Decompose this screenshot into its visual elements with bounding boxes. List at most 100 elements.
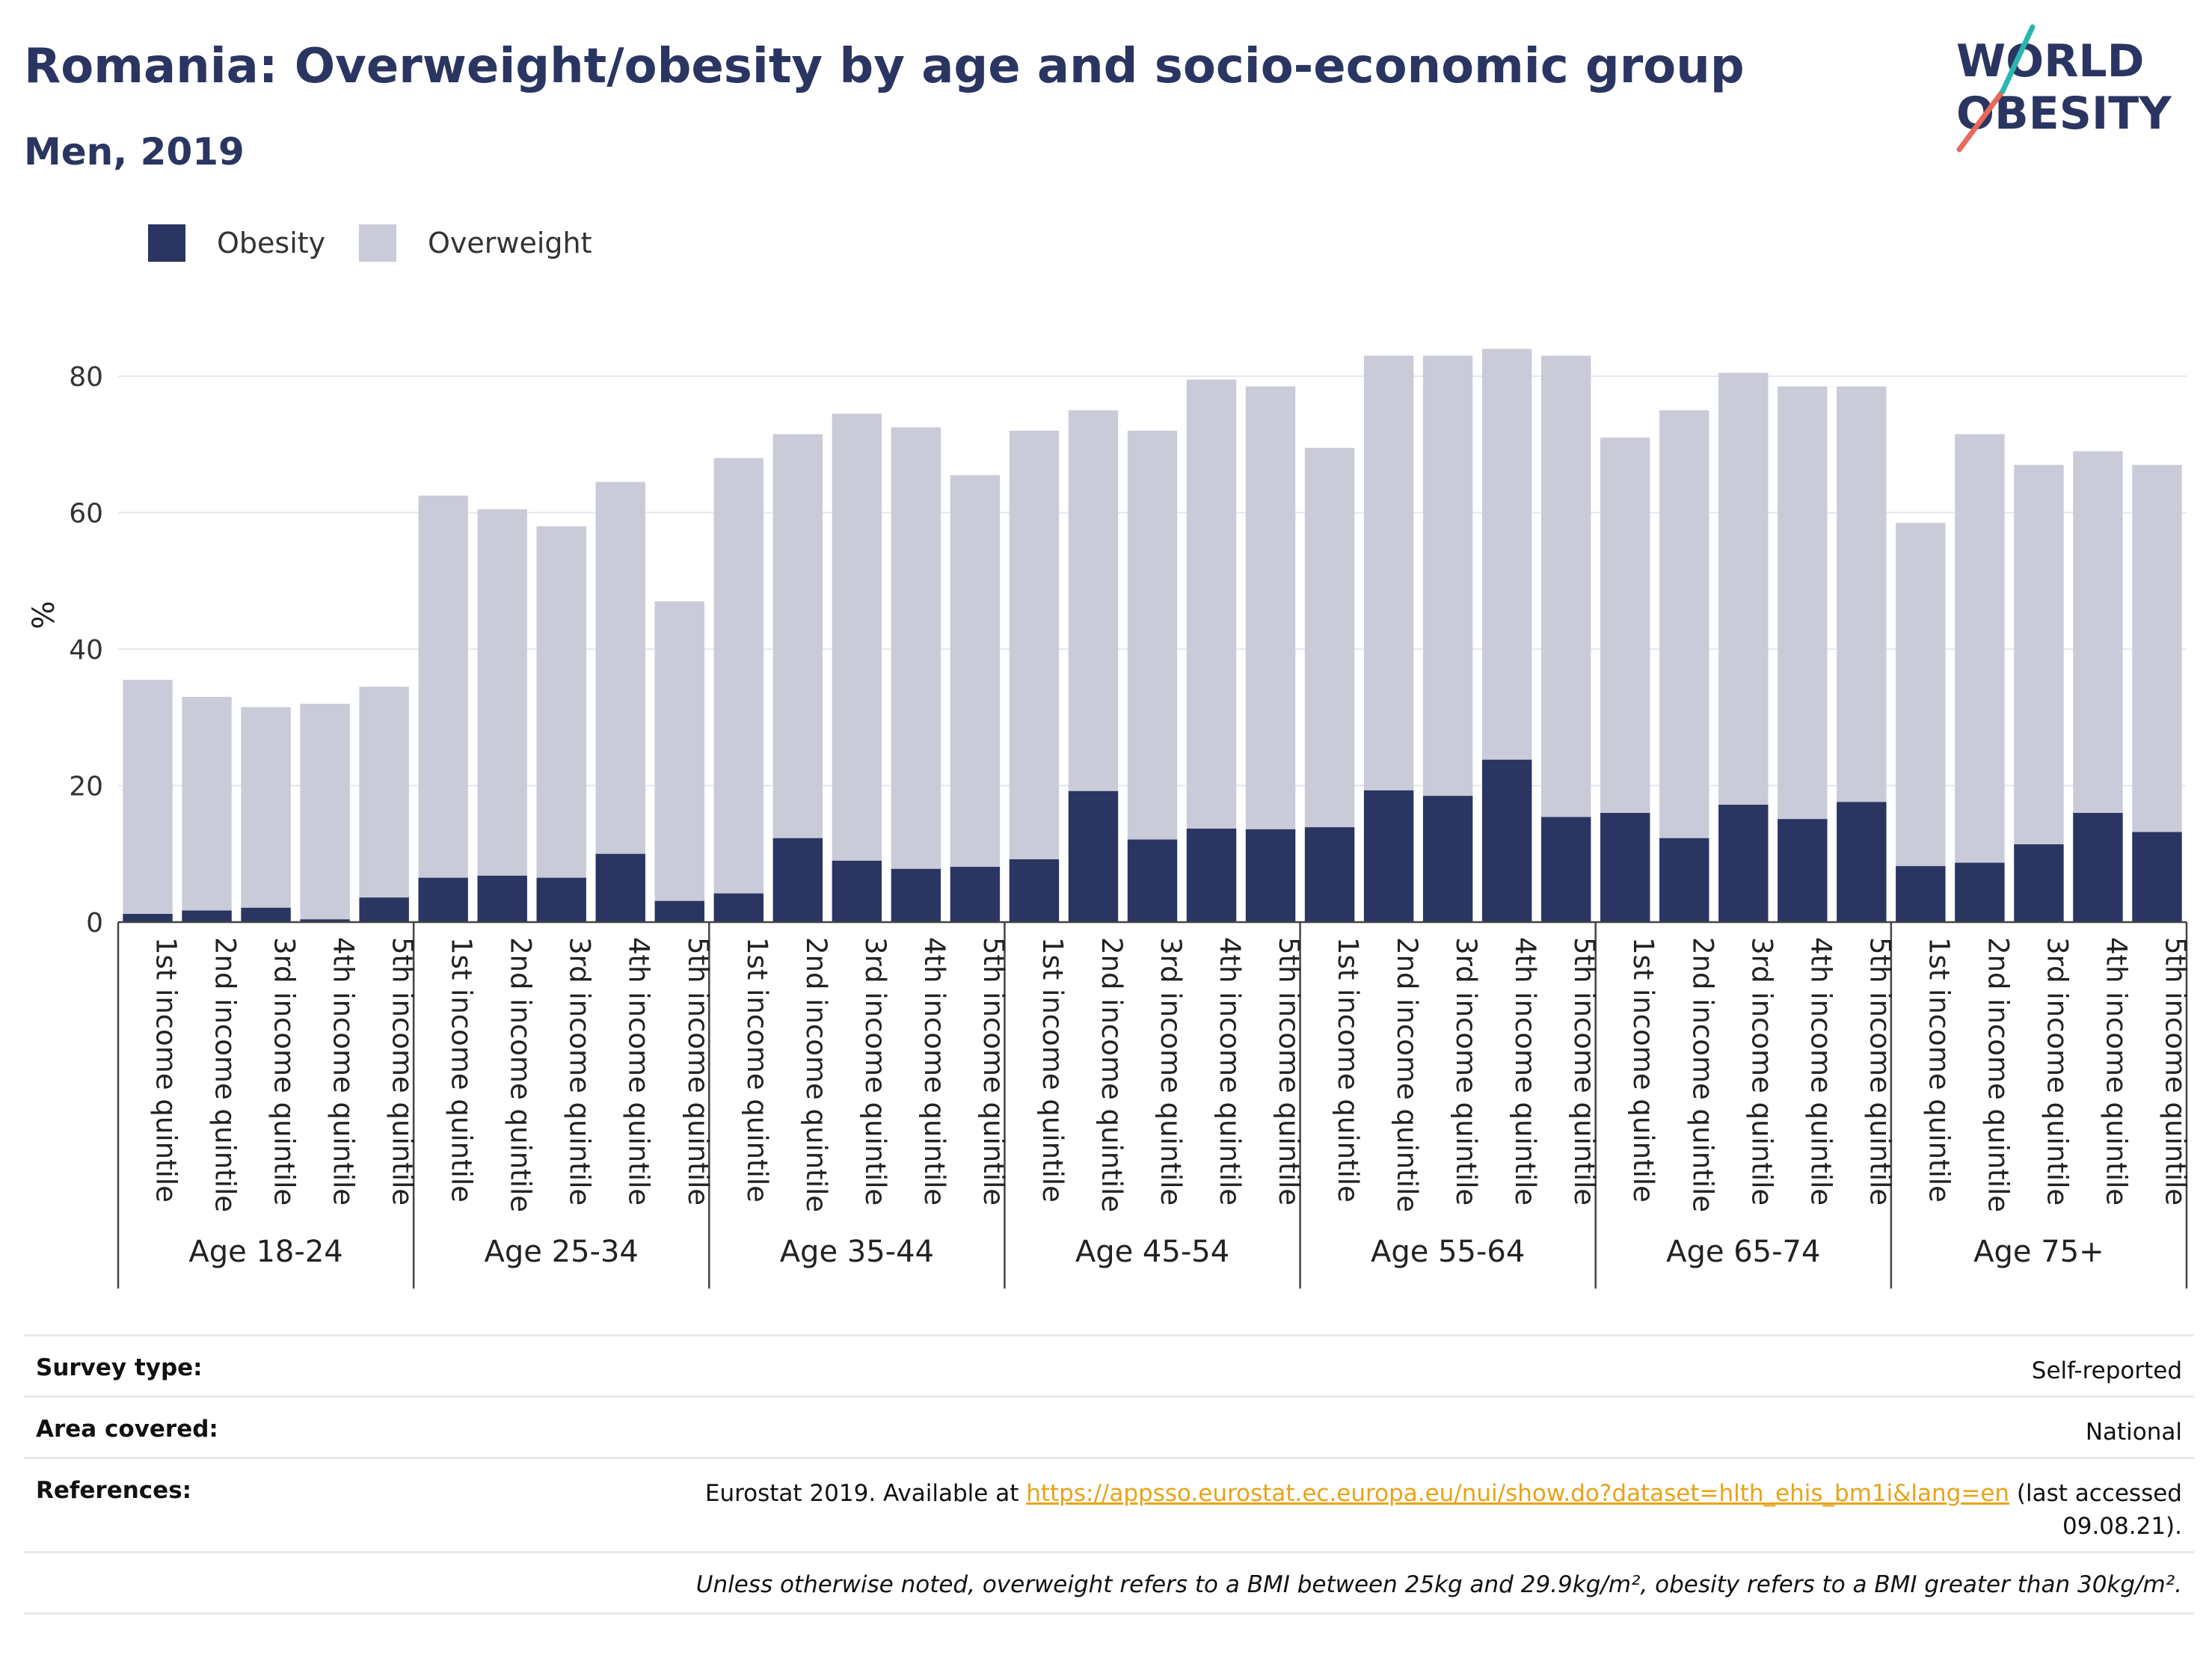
group-label-4: Age 55-64	[1371, 1235, 1525, 1269]
bar-obesity-8[interactable]	[595, 853, 645, 922]
bar-obesity-16[interactable]	[1068, 790, 1119, 922]
area-covered-label: Area covered:	[36, 1416, 218, 1443]
bar-obesity-7[interactable]	[536, 877, 586, 922]
survey-type-label: Survey type:	[36, 1354, 203, 1381]
bar-obesity-1[interactable]	[182, 910, 232, 922]
bar-obesity-20[interactable]	[1304, 827, 1355, 922]
bar-obesity-11[interactable]	[772, 838, 823, 922]
bar-overweight-6[interactable]	[477, 509, 527, 922]
bar-obesity-17[interactable]	[1127, 839, 1178, 922]
x-tick-label-27: 3rd income quintile	[1745, 937, 1778, 1206]
world-obesity-logo: WORLD OBESITY	[1956, 24, 2172, 153]
references-link[interactable]: https://appsso.eurostat.ec.europa.eu/nui…	[1026, 1480, 2010, 1507]
bar-obesity-26[interactable]	[1659, 838, 1709, 922]
bar-overweight-0[interactable]	[123, 680, 173, 922]
metadata-table: Survey type: Self-reported Area covered:…	[24, 1334, 2194, 1615]
bar-overweight-30[interactable]	[1896, 523, 1946, 922]
x-tick-label-18: 4th income quintile	[1214, 937, 1246, 1206]
bar-overweight-26[interactable]	[1659, 410, 1709, 922]
bar-overweight-8[interactable]	[595, 482, 645, 922]
bar-obesity-22[interactable]	[1422, 796, 1473, 922]
x-tick-label-17: 3rd income quintile	[1155, 937, 1187, 1206]
references-value: Eurostat 2019. Available at https://apps…	[705, 1477, 2182, 1543]
bar-obesity-21[interactable]	[1363, 790, 1414, 922]
x-tick-label-31: 2nd income quintile	[1982, 937, 2014, 1212]
bar-overweight-31[interactable]	[1955, 434, 2005, 922]
bar-obesity-28[interactable]	[1778, 819, 1828, 922]
y-tick-label-20: 20	[69, 772, 103, 802]
bar-overweight-13[interactable]	[891, 427, 941, 922]
bar-obesity-15[interactable]	[1009, 859, 1060, 922]
bar-obesity-30[interactable]	[1896, 866, 1946, 922]
x-tick-label-2: 3rd income quintile	[268, 937, 301, 1206]
meta-row-references: References: Eurostat 2019. Available at …	[24, 1457, 2194, 1551]
bar-overweight-4[interactable]	[359, 687, 409, 922]
x-tick-label-19: 5th income quintile	[1273, 937, 1305, 1206]
bars	[123, 348, 2182, 923]
meta-bottom-border	[24, 1612, 2194, 1615]
bar-overweight-5[interactable]	[418, 495, 468, 922]
survey-type-value: Self-reported	[2031, 1357, 2182, 1384]
x-tick-label-11: 2nd income quintile	[800, 937, 832, 1212]
bar-overweight-7[interactable]	[536, 526, 586, 922]
references-suffix: (last accessed	[2009, 1480, 2182, 1507]
bar-obesity-12[interactable]	[832, 860, 882, 922]
x-tick-label-33: 4th income quintile	[2100, 937, 2132, 1206]
bar-obesity-25[interactable]	[1600, 813, 1650, 922]
bar-obesity-14[interactable]	[950, 867, 1001, 922]
group-label-2: Age 35-44	[780, 1235, 934, 1269]
bar-obesity-31[interactable]	[1955, 862, 2005, 922]
bar-obesity-34[interactable]	[2132, 832, 2182, 922]
page-subtitle: Men, 2019	[24, 130, 245, 174]
x-tick-label-5: 1st income quintile	[446, 937, 478, 1203]
x-tick-label-26: 2nd income quintile	[1686, 937, 1718, 1212]
bar-overweight-10[interactable]	[713, 458, 764, 923]
bar-obesity-3[interactable]	[300, 919, 350, 922]
bar-chart: 0 20 40 60 80% 1st income quintile 2nd income …	[27, 348, 2191, 1289]
group-label-6: Age 75+	[1973, 1235, 2104, 1269]
bar-overweight-15[interactable]	[1009, 431, 1060, 922]
y-tick-label-80: 80	[69, 362, 103, 393]
bar-obesity-29[interactable]	[1837, 802, 1887, 922]
x-tick-label-25: 1st income quintile	[1627, 937, 1659, 1203]
bar-overweight-1[interactable]	[182, 696, 232, 922]
bmi-definition-note: Unless otherwise noted, overweight refer…	[695, 1571, 2182, 1598]
bar-overweight-3[interactable]	[300, 704, 350, 922]
bar-obesity-23[interactable]	[1481, 759, 1532, 922]
x-tick-label-6: 2nd income quintile	[505, 937, 537, 1212]
bar-obesity-18[interactable]	[1186, 828, 1237, 922]
x-tick-label-0: 1st income quintile	[150, 937, 182, 1203]
bar-obesity-32[interactable]	[2014, 844, 2064, 922]
bar-obesity-5[interactable]	[418, 877, 468, 922]
bar-obesity-0[interactable]	[123, 914, 173, 922]
logo-word-2: OBESITY	[1956, 87, 2172, 140]
logo-slash-teal	[2000, 24, 2036, 94]
x-tick-label-16: 2nd income quintile	[1096, 937, 1128, 1212]
bar-obesity-27[interactable]	[1718, 805, 1769, 922]
bar-obesity-10[interactable]	[713, 893, 764, 922]
page-title: Romania: Overweight/obesity by age and s…	[24, 39, 1745, 94]
x-tick-label-30: 1st income quintile	[1923, 937, 1955, 1203]
bar-obesity-24[interactable]	[1541, 817, 1591, 922]
bar-obesity-19[interactable]	[1245, 829, 1296, 922]
bar-obesity-4[interactable]	[359, 897, 409, 922]
x-tick-label-4: 5th income quintile	[387, 937, 419, 1206]
bar-obesity-33[interactable]	[2073, 813, 2123, 922]
bar-overweight-2[interactable]	[241, 707, 291, 922]
x-tick-label-1: 2nd income quintile	[209, 937, 242, 1212]
bar-overweight-12[interactable]	[832, 414, 882, 922]
x-tick-label-9: 5th income quintile	[682, 937, 714, 1206]
bar-obesity-6[interactable]	[477, 875, 527, 922]
y-tick-label-60: 60	[69, 499, 103, 529]
legend-label-obesity: Obesity	[217, 227, 326, 260]
meta-row-survey: Survey type: Self-reported	[24, 1334, 2194, 1395]
group-label-3: Age 45-54	[1075, 1235, 1229, 1269]
bar-obesity-2[interactable]	[241, 907, 291, 922]
bar-overweight-14[interactable]	[950, 475, 1001, 922]
bar-obesity-9[interactable]	[654, 900, 704, 922]
references-label: References:	[36, 1477, 192, 1504]
bar-obesity-13[interactable]	[891, 868, 941, 922]
bar-overweight-9[interactable]	[654, 601, 704, 922]
area-covered-value: National	[2085, 1419, 2182, 1446]
x-tick-label-7: 3rd income quintile	[564, 937, 596, 1206]
